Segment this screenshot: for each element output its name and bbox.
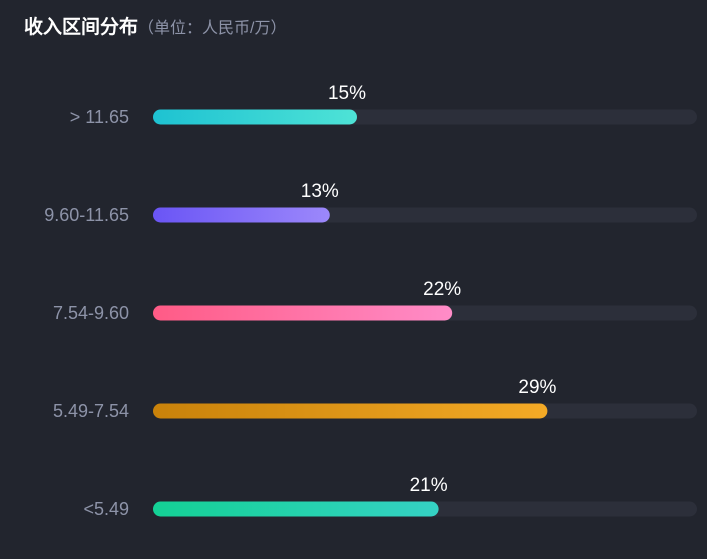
chart-unit: （单位：人民币/万） (138, 20, 287, 37)
category-label: > 11.65 (70, 107, 129, 127)
category-label: 7.54-9.60 (53, 303, 129, 323)
bars-group: > 11.65 15% 9.60-11.65 13% 7.54-9.60 22% 5.49-… (44, 83, 697, 519)
value-label: 22% (423, 279, 461, 300)
bar (153, 403, 548, 419)
value-label: 29% (518, 377, 556, 398)
bar (153, 501, 439, 517)
value-label: 15% (328, 83, 366, 104)
bar (153, 207, 330, 223)
value-label: 13% (301, 181, 339, 202)
bar (153, 305, 453, 321)
chart-title: 收入区间分布 (24, 17, 139, 38)
category-label: 5.49-7.54 (53, 401, 129, 421)
category-label: <5.49 (83, 499, 129, 519)
category-label: 9.60-11.65 (44, 205, 129, 225)
value-label: 21% (410, 475, 448, 496)
chart-header: 收入区间分布（单位：人民币/万） (24, 12, 286, 39)
bar (153, 109, 357, 125)
